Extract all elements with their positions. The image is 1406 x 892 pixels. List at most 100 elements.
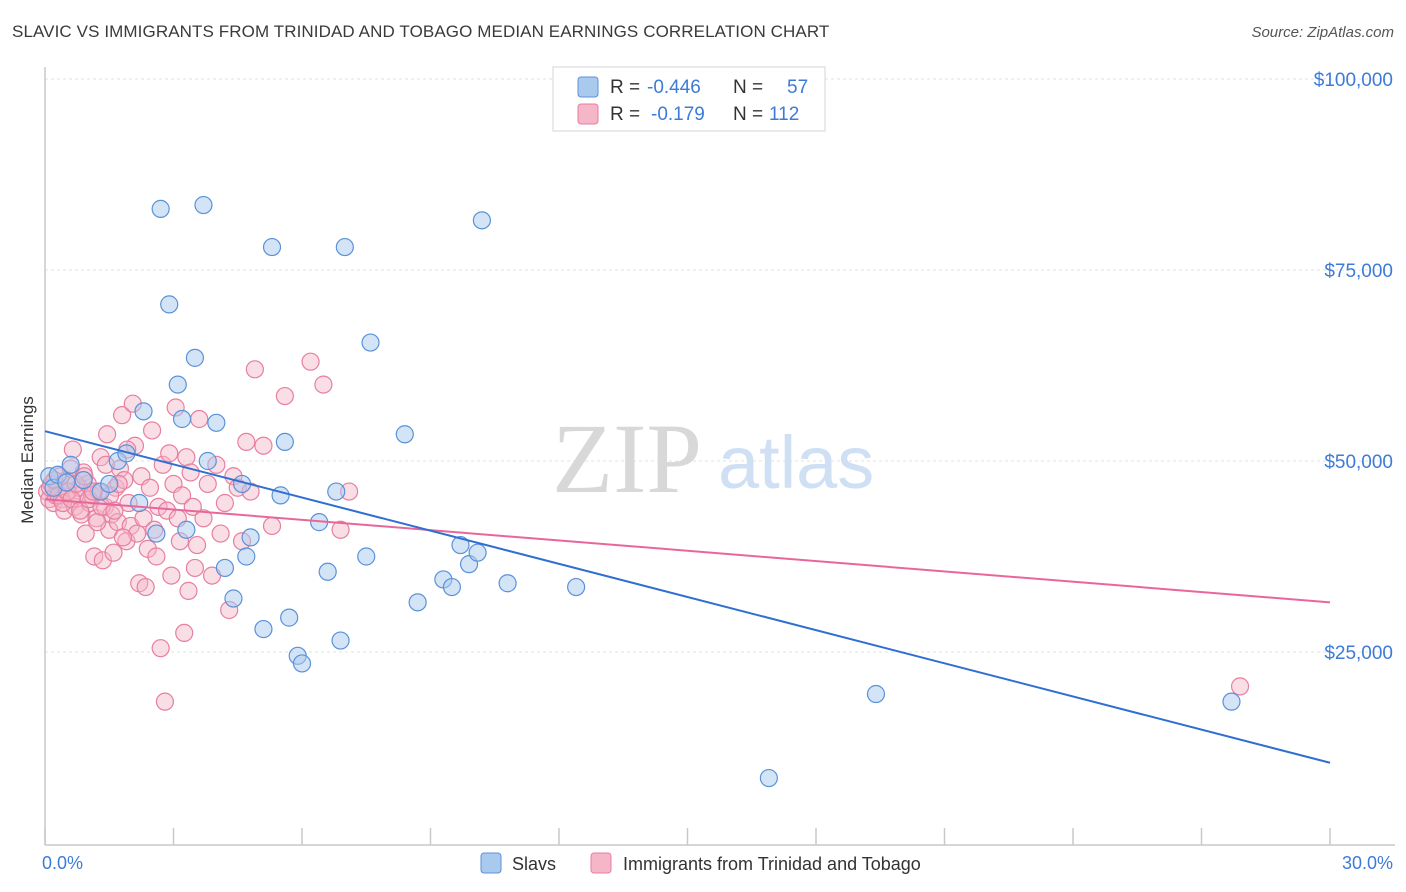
y-tick-label: $25,000 [1324, 643, 1393, 664]
slavs-point [198, 451, 217, 471]
tt-point [237, 432, 256, 451]
tt-point [136, 577, 155, 597]
tt-point [314, 375, 333, 394]
slavs-point [1222, 692, 1241, 711]
tt-point [147, 547, 166, 566]
tt-legend-label: Immigrants from Trinidad and Tobago [623, 854, 921, 874]
slavs-series [40, 195, 1241, 788]
slavs-point [61, 455, 80, 474]
y-tick-label: $100,000 [1314, 70, 1393, 91]
tt-point [140, 478, 160, 497]
slavs-point [134, 402, 153, 421]
tt-point [88, 513, 107, 532]
x-ticks [44, 828, 1331, 845]
slavs-point [168, 375, 187, 394]
slavs-point [472, 211, 491, 230]
tt-point [187, 535, 207, 555]
tt-swatch [577, 103, 599, 125]
slavs-point [280, 608, 299, 627]
tt-point [215, 493, 234, 513]
legend-n-value: 112 [769, 104, 799, 125]
slavs-point [759, 768, 778, 788]
slavs-point [237, 547, 256, 566]
slavs-point [408, 593, 427, 612]
slavs-point [241, 528, 260, 547]
slavs-point [207, 413, 226, 432]
tt-point [1230, 677, 1250, 696]
tt-point [185, 558, 205, 578]
tt-point [211, 524, 230, 543]
stats-legend: R = -0.446 N = 57 R = -0.179 N = 112 [552, 66, 826, 132]
legend-r-label: R = [610, 104, 640, 125]
tt-point [98, 425, 117, 444]
source-label: Source: ZipAtlas.com [1251, 24, 1394, 41]
slavs-point [74, 471, 93, 490]
tt-point [194, 509, 213, 528]
tt-point [113, 528, 133, 547]
slavs-trendline [44, 430, 1331, 764]
slavs-point [331, 631, 350, 650]
tt-point [275, 386, 294, 406]
x-tick-label-min: 0.0% [42, 853, 83, 873]
watermark-atlas: atlas [718, 421, 874, 504]
tt-point [151, 639, 170, 658]
tt-point [127, 524, 147, 543]
slavs-point [254, 619, 273, 639]
legend-n-label: N = [733, 77, 763, 98]
tt-point [85, 547, 104, 566]
slavs-point [100, 474, 119, 494]
slavs-point [151, 199, 170, 218]
slavs-point [395, 425, 414, 444]
slavs-point [117, 444, 136, 463]
slavs-point [866, 684, 886, 704]
tt-point [245, 360, 264, 379]
legend-n-value: 57 [787, 77, 808, 98]
slavs-point [147, 524, 166, 543]
slavs-swatch [577, 76, 599, 98]
slavs-point [130, 493, 149, 513]
slavs-point [335, 237, 354, 257]
tt-point [162, 566, 181, 585]
tt-point [179, 581, 198, 600]
watermark-zip: ZIP [552, 403, 702, 514]
slavs-point [275, 432, 294, 451]
slavs-point [172, 409, 192, 429]
tt-point [172, 486, 192, 505]
slavs-point [442, 577, 462, 597]
slavs-point [451, 535, 470, 555]
tt-point [262, 516, 282, 536]
slavs-point [262, 237, 282, 257]
tt-point [63, 440, 82, 459]
tt-point [76, 524, 95, 543]
tt-point [177, 448, 196, 467]
legend-r-value: -0.446 [647, 77, 701, 98]
tt-point [254, 436, 273, 455]
slavs-point [498, 574, 517, 593]
y-tick-label: $75,000 [1324, 261, 1393, 282]
tt-legend-swatch [590, 852, 612, 874]
slavs-point [318, 562, 337, 581]
tt-point [198, 474, 217, 494]
slavs-point [567, 577, 586, 597]
slavs-point [185, 348, 205, 367]
tt-point [53, 493, 73, 513]
slavs-point [215, 558, 234, 578]
slavs-point [194, 195, 213, 215]
slavs-legend-label: Slavs [512, 854, 556, 874]
tt-point [160, 444, 179, 463]
series-legend: Slavs Immigrants from Trinidad and Tobag… [480, 852, 921, 874]
x-tick-label-max: 30.0% [1342, 853, 1393, 873]
tt-point [190, 409, 209, 429]
slavs-point [361, 333, 380, 352]
y-tick-labels: $100,000 $75,000 $50,000 $25,000 [1314, 70, 1393, 664]
slavs-point [468, 543, 487, 562]
tt-point [104, 543, 123, 562]
legend-n-label: N = [733, 104, 763, 125]
slavs-point [327, 482, 346, 501]
chart-title: SLAVIC VS IMMIGRANTS FROM TRINIDAD AND T… [12, 22, 830, 41]
tt-point [142, 421, 162, 440]
y-tick-label: $50,000 [1324, 452, 1393, 473]
tt-trendline [44, 498, 1331, 604]
legend-r-value: -0.179 [651, 104, 705, 125]
